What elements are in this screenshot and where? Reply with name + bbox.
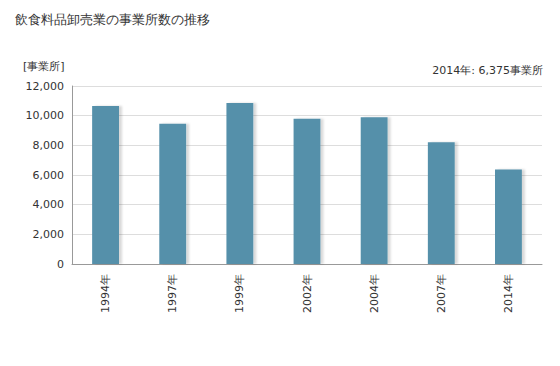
svg-text:1994年: 1994年	[99, 274, 112, 313]
svg-text:2002年: 2002年	[301, 274, 314, 313]
svg-text:飲食料品卸売業の事業所数の推移: 飲食料品卸売業の事業所数の推移	[15, 12, 210, 27]
svg-text:12,000: 12,000	[26, 80, 65, 93]
svg-text:8,000: 8,000	[33, 139, 65, 152]
svg-text:10,000: 10,000	[26, 109, 65, 122]
svg-text:1997年: 1997年	[166, 274, 179, 313]
svg-text:2,000: 2,000	[33, 228, 65, 241]
svg-text:4,000: 4,000	[33, 198, 65, 211]
svg-text:[事業所]: [事業所]	[23, 60, 65, 73]
svg-text:2014年: 2014年	[502, 274, 515, 313]
svg-text:2014年: 6,375事業所: 2014年: 6,375事業所	[432, 64, 543, 77]
svg-text:2004年: 2004年	[368, 274, 381, 313]
svg-text:0: 0	[57, 258, 64, 271]
svg-text:6,000: 6,000	[33, 169, 65, 182]
svg-text:1999年: 1999年	[233, 274, 246, 313]
svg-text:2007年: 2007年	[435, 274, 448, 313]
